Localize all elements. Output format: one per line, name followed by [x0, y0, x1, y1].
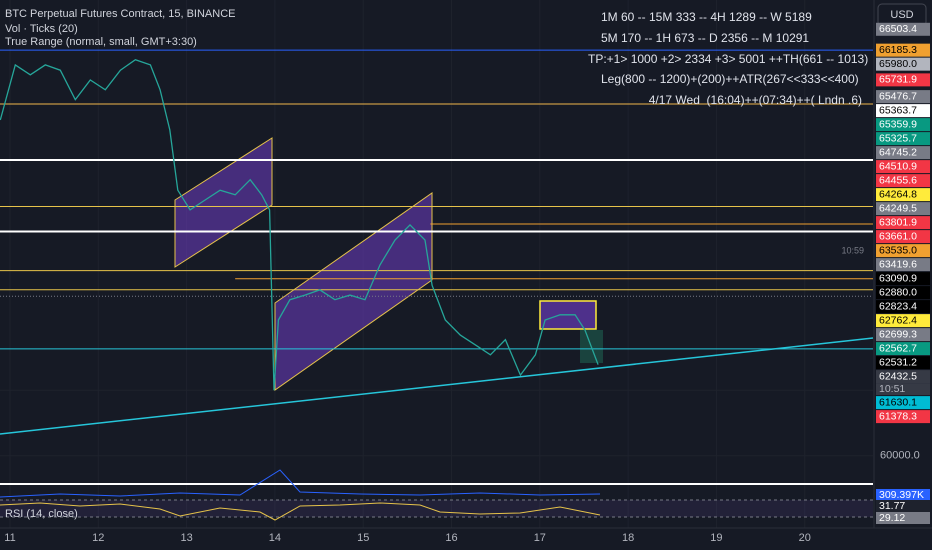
price-label: 65325.7 [879, 132, 917, 144]
x-tick-label: 15 [357, 532, 369, 544]
price-label-bg [876, 146, 930, 160]
price-label-bg [876, 258, 930, 272]
time-marker: 10:59 [841, 245, 864, 255]
price-label: 63090.9 [879, 272, 917, 284]
price-label-bg [876, 73, 930, 87]
price-label: 65363.7 [879, 104, 917, 116]
price-label-bg [876, 328, 930, 342]
price-label-bg [876, 300, 930, 314]
price-label: 65359.9 [879, 118, 917, 130]
price-label-bg [876, 174, 930, 188]
x-tick-label: 12 [92, 532, 104, 544]
price-label-bg [876, 43, 930, 57]
price-label-bg [876, 410, 930, 424]
x-tick-label: 19 [710, 532, 722, 544]
price-label: 65731.9 [879, 74, 917, 86]
price-label: 64510.9 [879, 160, 917, 172]
countdown-bg [876, 383, 930, 396]
price-label: 62880.0 [879, 286, 917, 298]
indicator-label-bg [876, 489, 930, 501]
trendline [0, 337, 874, 435]
price-label: 66503.4 [879, 23, 917, 35]
price-label: 62699.3 [879, 328, 917, 340]
price-label-bg [876, 272, 930, 286]
price-label: 62823.4 [879, 300, 917, 312]
price-label: 65980.0 [879, 58, 917, 70]
channel [174, 137, 273, 268]
price-line [0, 58, 599, 391]
x-tick-label: 14 [269, 532, 281, 544]
price-label-bg [876, 244, 930, 258]
countdown: 10:51 [879, 383, 905, 395]
price-label: 63801.9 [879, 216, 917, 228]
price-label-bg [876, 202, 930, 216]
indicator-label: 29.12 [879, 512, 905, 524]
price-label-bg [876, 342, 930, 356]
subtitle: True Range (normal, small, GMT+3:30) [5, 36, 197, 48]
subtitle: Vol · Ticks (20) [5, 23, 78, 35]
price-label: 66185.3 [879, 44, 917, 56]
price-label-bg [876, 22, 930, 36]
price-label-bg [876, 356, 930, 370]
price-label-bg [876, 90, 930, 104]
price-label-bg [876, 118, 930, 132]
indicator-label: 31.77 [879, 500, 905, 512]
price-label-bg [876, 57, 930, 71]
price-label-bg [876, 396, 930, 410]
price-label: 64745.2 [879, 146, 917, 158]
price-label-bg [876, 104, 930, 118]
price-label: 61378.3 [879, 410, 917, 422]
annotation: Leg(800 -- 1200)+(200)++ATR(267<<333<<40… [601, 72, 859, 86]
price-label-bg [876, 370, 930, 384]
indicator-title: RSI (14, close) [5, 508, 78, 520]
chart-title: BTC Perpetual Futures Contract, 15, BINA… [5, 8, 235, 20]
annotation: 4/17 Wed (16:04)++(07:34)++( Lndn .6) [649, 93, 862, 107]
volume-line [0, 469, 601, 498]
x-tick-label: 20 [799, 532, 811, 544]
price-label: 62531.2 [879, 356, 917, 368]
x-tick-label: 17 [534, 532, 546, 544]
currency-label[interactable]: USD [890, 9, 913, 21]
annotation: 5M 170 -- 1H 673 -- D 2356 -- M 10291 [601, 31, 809, 45]
price-label-bg [876, 286, 930, 300]
price-label-bg [876, 132, 930, 146]
price-label: 65476.7 [879, 90, 917, 102]
price-label: 63535.0 [879, 244, 917, 256]
price-label: 61630.1 [879, 396, 917, 408]
indicator-label-bg [876, 500, 930, 512]
price-label-bg [876, 216, 930, 230]
price-label: 63661.0 [879, 230, 917, 242]
x-tick-label: 16 [445, 532, 457, 544]
price-label: 64264.8 [879, 188, 917, 200]
price-label-bg [876, 188, 930, 202]
annotation: 1M 60 -- 15M 333 -- 4H 1289 -- W 5189 [601, 10, 812, 24]
plot [0, 58, 599, 391]
indicator-label: 309.397K [879, 489, 924, 501]
price-label: 63419.6 [879, 258, 917, 270]
annotation: TP:+1> 1000 +2> 2334 +3> 5001 ++TH(661 -… [588, 52, 868, 66]
price-label: 62432.5 [879, 370, 917, 382]
price-label: 62562.7 [879, 342, 917, 354]
price-label-bg [876, 160, 930, 174]
price-label: 64455.6 [879, 174, 917, 186]
rsi-line [0, 502, 601, 521]
y-tick-label: 60000.0 [880, 450, 920, 462]
price-label: 62762.4 [879, 314, 917, 326]
channel [274, 192, 433, 391]
price-label-bg [876, 230, 930, 244]
levels [0, 49, 873, 350]
x-tick-label: 13 [180, 532, 192, 544]
price-label: 64249.5 [879, 202, 917, 214]
x-tick-label: 11 [4, 532, 15, 544]
price-axis: 61000.060000.066503.466185.365980.065731… [876, 22, 930, 524]
price-label-bg [876, 314, 930, 328]
rsi-band [0, 500, 873, 517]
grid [0, 0, 873, 528]
x-tick-label: 18 [622, 532, 634, 544]
indicator-label-bg [876, 512, 930, 524]
